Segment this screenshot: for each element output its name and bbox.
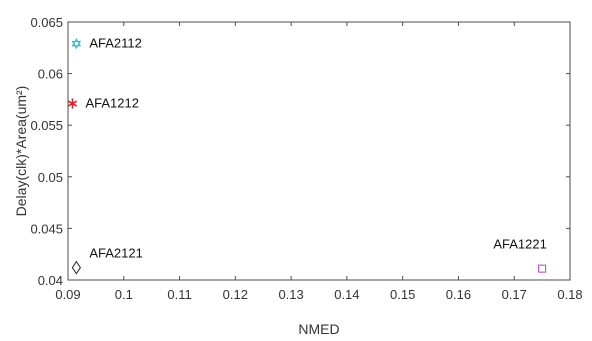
- x-tick-label: 0.12: [223, 287, 248, 302]
- x-axis-title: NMED: [298, 321, 339, 337]
- point-annotation: AFA2112: [89, 36, 142, 51]
- x-tick-label: 0.18: [557, 287, 582, 302]
- y-axis-title: Delay(clk)*Area(um²): [13, 86, 29, 217]
- y-tick-label: 0.065: [30, 15, 63, 30]
- point-annotation: AFA2121: [89, 246, 143, 261]
- x-tick-label: 0.16: [446, 287, 471, 302]
- data-point-afa1221: AFA1221: [493, 237, 547, 273]
- y-tick-label: 0.045: [30, 221, 63, 236]
- point-annotation: AFA1221: [493, 237, 547, 252]
- x-tick-label: 0.13: [278, 287, 303, 302]
- plot-area: [67, 21, 571, 281]
- y-tick-label: 0.06: [38, 67, 63, 82]
- data-point-afa1212: AFA1212: [67, 96, 139, 111]
- point-annotation: AFA1212: [85, 96, 139, 111]
- data-point-afa2121: AFA2121: [71, 246, 143, 275]
- x-tick-label: 0.1: [115, 287, 133, 302]
- y-tick-label: 0.05: [38, 170, 63, 185]
- x-tick-label: 0.15: [390, 287, 415, 302]
- y-tick-label: 0.055: [30, 118, 63, 133]
- y-axis-ticks: 0.04 0.045 0.05 0.055 0.06 0.065: [30, 15, 570, 288]
- data-points: AFA2112 AFA1212 AFA2121 AFA1221: [67, 36, 547, 275]
- x-axis-ticks: 0.09 0.1 0.11 0.12 0.13 0.14 0.15 0.16 0.17 0.18: [55, 22, 583, 302]
- x-tick-label: 0.09: [55, 287, 80, 302]
- x-tick-label: 0.11: [167, 287, 191, 302]
- x-tick-label: 0.17: [502, 287, 527, 302]
- y-tick-label: 0.04: [38, 273, 63, 288]
- data-point-afa2112: AFA2112: [71, 36, 142, 51]
- x-tick-label: 0.14: [334, 287, 359, 302]
